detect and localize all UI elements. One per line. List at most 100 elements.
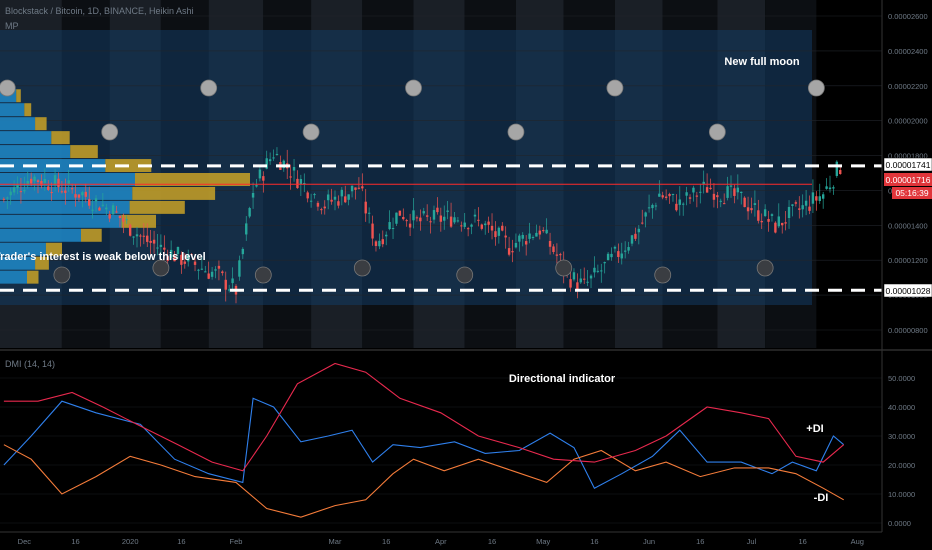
candle-body (364, 201, 367, 214)
price-tick-label: 0.00001400 (888, 221, 928, 230)
candle-body (542, 230, 545, 232)
candle-body (781, 222, 784, 226)
candle-body (316, 202, 320, 207)
candle-body (156, 247, 159, 249)
candle-body (825, 186, 828, 189)
candle-body (187, 254, 190, 262)
candle-body (371, 223, 374, 239)
candle-body (425, 215, 429, 217)
volume-profile-down-bar (35, 117, 47, 131)
candle-body (415, 217, 419, 219)
candle-body (818, 196, 821, 201)
candle-body (480, 224, 483, 229)
candle-body (381, 239, 384, 245)
time-tick-label: Jun (643, 537, 655, 546)
full-moon-icon (0, 79, 16, 97)
dmi-series-line (3, 362, 845, 472)
candle-body (600, 270, 603, 272)
candle-body (654, 205, 658, 207)
candle-body (484, 223, 487, 226)
price-tick-label: 0.00000800 (888, 326, 928, 335)
candle-body (361, 186, 364, 189)
candle-body (651, 204, 654, 209)
candle-body (388, 222, 391, 230)
new-moon-icon (756, 259, 774, 277)
candle-body (753, 203, 757, 205)
candle-body (692, 187, 695, 193)
candle-body (545, 229, 548, 234)
candle-body (685, 192, 688, 196)
candle-body (419, 217, 422, 222)
candle-body (258, 169, 262, 179)
candle-body (47, 186, 50, 190)
volume-profile-up-bar (0, 117, 36, 131)
candle-body (774, 222, 777, 233)
candle-body (705, 187, 709, 193)
candle-body (292, 167, 296, 171)
candle-body (432, 210, 436, 220)
candle-body (695, 195, 699, 197)
volume-profile (0, 89, 250, 284)
candle-body (569, 279, 572, 288)
candle-body (190, 254, 193, 256)
candle-body (320, 209, 323, 211)
candle-body (50, 192, 53, 194)
candle-body (641, 222, 644, 224)
candle-body (374, 241, 378, 247)
candle-body (224, 279, 227, 290)
candle-body (466, 228, 470, 230)
candle-body (125, 219, 128, 221)
candle-body (763, 209, 767, 217)
candle-body (57, 178, 60, 188)
volume-profile-down-bar (27, 270, 39, 284)
candle-body (139, 235, 142, 237)
time-tick-label: Feb (230, 537, 243, 546)
candle-body (767, 218, 770, 222)
candle-body (391, 228, 395, 230)
candle-body (200, 268, 204, 270)
candle-body (682, 203, 685, 205)
candle-body (23, 190, 26, 192)
annotation-directional-indicator: Directional indicator (509, 373, 616, 385)
candle-body (521, 234, 524, 239)
candle-body (299, 178, 303, 185)
candle-body (306, 192, 309, 199)
candle-body (524, 241, 528, 245)
candle-body (77, 194, 81, 198)
candle-body (152, 239, 156, 244)
candle-body (477, 219, 480, 221)
candle-body (589, 275, 593, 279)
candle-body (572, 272, 576, 280)
candle-body (514, 242, 518, 248)
candle-body (658, 193, 661, 197)
volume-profile-up-bar (0, 214, 122, 228)
candle-body (473, 214, 477, 217)
candle-body (798, 208, 801, 210)
dmi-series-line (3, 444, 844, 518)
candle-body (412, 210, 415, 221)
volume-profile-up-bar (0, 200, 130, 214)
candle-body (70, 188, 74, 190)
full-moon-icon (507, 123, 525, 141)
volume-profile-up-bar (0, 103, 25, 117)
candle-body (460, 225, 463, 227)
candle-body (436, 207, 439, 213)
full-moon-icon (708, 123, 726, 141)
candle-body (210, 271, 214, 277)
candle-body (815, 196, 818, 201)
volume-profile-down-bar (70, 145, 98, 159)
candle-body (443, 216, 446, 221)
new-moon-icon (654, 266, 672, 284)
candle-body (67, 180, 70, 185)
candle-body (350, 185, 354, 192)
candle-body (494, 231, 497, 238)
candle-body (784, 222, 787, 224)
candle-body (671, 193, 675, 195)
candle-body (620, 253, 623, 259)
full-moon-icon (606, 79, 624, 97)
candle-body (501, 225, 504, 231)
candle-body (111, 205, 115, 215)
candle-body (43, 178, 47, 183)
candle-body (9, 191, 12, 196)
